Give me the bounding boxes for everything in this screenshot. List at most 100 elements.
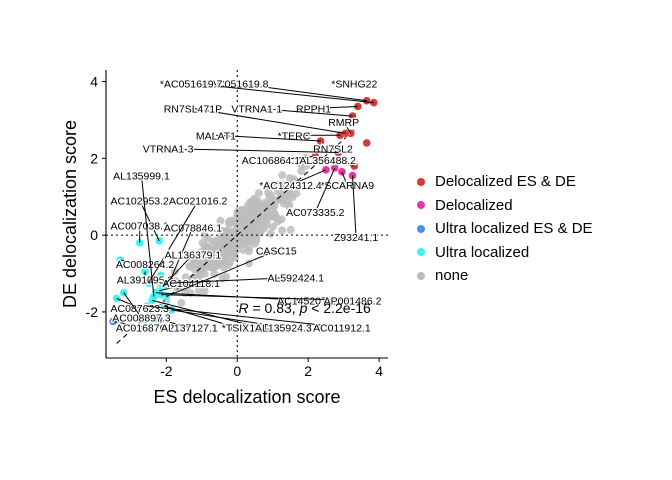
y-tick-label: -2 — [86, 304, 99, 320]
none-point — [200, 286, 209, 295]
none-point — [198, 238, 207, 247]
point-label: AL592424.1 — [267, 272, 324, 284]
label-leader-line — [171, 309, 284, 328]
plot-area: *SNHG22*AC051619.8*AC051619.7RPPH1VTRNA1… — [60, 70, 388, 407]
none-points — [156, 153, 311, 307]
y-axis-title: DE delocalization score — [60, 120, 80, 308]
x-tick-label: -2 — [160, 363, 173, 379]
point-label: AC102953.2 — [111, 196, 170, 208]
x-tick-label: 4 — [375, 363, 383, 379]
data-point — [156, 271, 166, 280]
none-point — [297, 161, 306, 170]
none-point — [192, 256, 201, 265]
point-label: *AC051619.7 — [160, 78, 223, 90]
point-label: AC073335.2 — [286, 207, 345, 219]
none-point — [278, 226, 287, 235]
none-point — [254, 189, 263, 198]
label-leader-line — [314, 167, 336, 213]
label-leader-line — [191, 82, 374, 104]
annotation-part: < 2.2e-16 — [307, 300, 371, 316]
point-label: AC104118.1 — [162, 278, 220, 290]
none-point — [288, 193, 297, 202]
point-label: AC007038.1 — [111, 221, 170, 233]
data-point — [362, 138, 371, 148]
none-point — [277, 180, 286, 189]
none-point — [217, 226, 226, 235]
label-leader-line — [160, 294, 353, 301]
none-point — [190, 265, 199, 274]
label-leader-line — [159, 282, 192, 292]
none-point — [222, 272, 231, 281]
legend-item: none — [412, 264, 593, 288]
legend-item: Ultra localized — [412, 241, 593, 265]
point-label: AC011912.1 — [313, 322, 371, 334]
annotation-part: p — [299, 300, 308, 316]
none-point — [272, 212, 281, 221]
legend-swatch — [417, 271, 425, 280]
legend-label: Delocalized — [435, 196, 513, 214]
point-label: *AC124312.4 — [259, 180, 322, 192]
label-leader-line — [151, 299, 259, 328]
none-point — [255, 224, 264, 233]
none-point — [200, 269, 209, 278]
label-leader-line — [270, 155, 316, 161]
point-label: AC145207.2 — [277, 295, 336, 307]
point-label: AC113383.1 — [230, 322, 288, 334]
legend-label: none — [435, 267, 469, 285]
point-label: *AC051619.8 — [206, 78, 269, 90]
point-label: AL137127.1 — [161, 322, 218, 334]
annotation-part: R — [238, 300, 248, 316]
point-label: AL391095.3 — [117, 274, 174, 286]
point-label: AL136379.1 — [165, 249, 222, 261]
label-leader-line — [169, 276, 296, 284]
label-leader-line — [113, 321, 146, 328]
label-leader-line — [146, 305, 342, 328]
correlation-annotation: R = 0.83, p < 2.2e-16 — [238, 300, 371, 316]
none-point — [194, 286, 203, 295]
none-point — [213, 253, 222, 262]
label-leader-line — [140, 175, 155, 297]
none-point — [217, 259, 226, 268]
y-tick-label: 2 — [90, 150, 98, 166]
none-point — [227, 239, 236, 248]
point-label: AC078846.1 — [164, 222, 223, 234]
label-leader-line — [139, 200, 160, 242]
none-point — [242, 233, 251, 242]
none-point — [286, 225, 295, 234]
annotation-part: = 0.83, — [249, 300, 300, 316]
legend-item: Delocalized — [412, 194, 593, 218]
legend-swatch — [417, 224, 425, 233]
label-leader-line — [313, 105, 358, 109]
label-leader-line — [343, 121, 352, 134]
point-label: RMRP — [328, 117, 359, 129]
y-tick-label: 4 — [90, 74, 98, 90]
none-point — [244, 206, 253, 215]
point-labels: *SNHG22*AC051619.8*AC051619.7RPPH1VTRNA1… — [109, 77, 383, 335]
legend-item: Delocalized ES & DE — [412, 170, 593, 194]
none-point — [216, 216, 225, 225]
none-point — [206, 245, 215, 254]
point-label: VTRNA1-1 — [231, 103, 282, 115]
point-label: Z93241.1 — [334, 232, 379, 244]
none-point — [226, 248, 235, 257]
none-point — [177, 298, 186, 307]
label-leader-line — [164, 305, 236, 328]
none-point — [197, 247, 206, 256]
point-label: *SCARNA9 — [320, 180, 374, 192]
none-point — [263, 216, 272, 225]
label-leader-line — [120, 259, 146, 265]
none-point — [278, 171, 287, 180]
label-leader-line — [352, 175, 357, 238]
none-point — [232, 219, 241, 228]
none-point — [244, 201, 253, 210]
none-point — [277, 155, 286, 164]
point-label: *TSIX — [222, 322, 249, 334]
y-tick-label: 0 — [90, 227, 98, 243]
none-point — [250, 194, 259, 203]
none-point — [232, 213, 241, 222]
point-label: AC087623.3 — [111, 303, 170, 315]
point-label: AP001486.2 — [324, 295, 382, 307]
legend-label: Ultra localized — [435, 243, 530, 261]
legend: Delocalized ES & DE Delocalized Ultra loca… — [412, 170, 593, 288]
